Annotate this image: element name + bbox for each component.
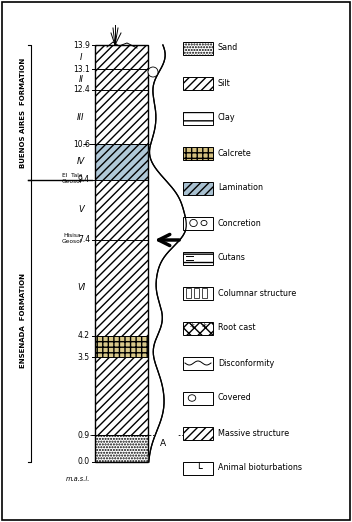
Bar [95, 90, 148, 144]
Text: m.a.s.l.: m.a.s.l. [65, 476, 90, 482]
Bar [183, 252, 213, 265]
Text: 12.4: 12.4 [73, 86, 90, 94]
Text: 13.1: 13.1 [73, 65, 90, 74]
Text: 3.5: 3.5 [78, 352, 90, 362]
Ellipse shape [188, 395, 196, 401]
Text: 10.6: 10.6 [73, 139, 90, 148]
Text: Calcrete: Calcrete [218, 148, 252, 158]
Text: Clay: Clay [218, 113, 235, 123]
Text: V: V [78, 206, 84, 215]
Bar [95, 69, 148, 90]
Text: Covered: Covered [218, 394, 252, 402]
Text: I: I [80, 53, 82, 62]
Text: ENSENADA  FORMATION: ENSENADA FORMATION [20, 274, 26, 369]
Bar [183, 426, 213, 440]
Text: El  Tala
Geosol: El Tala Geosol [62, 173, 82, 184]
Polygon shape [149, 45, 186, 462]
Bar [95, 435, 148, 462]
Bar [183, 322, 213, 335]
Bar [183, 147, 213, 160]
Text: II: II [78, 75, 83, 84]
Text: Root cast: Root cast [218, 324, 256, 333]
Text: Massive structure: Massive structure [218, 429, 289, 437]
Text: *: * [190, 323, 194, 333]
Bar [95, 357, 148, 435]
Bar [194, 288, 199, 298]
Bar [202, 288, 207, 298]
Ellipse shape [201, 220, 207, 226]
Text: 0.9: 0.9 [78, 431, 90, 440]
Text: Lamination: Lamination [218, 184, 263, 193]
Text: Columnar structure: Columnar structure [218, 289, 296, 298]
Text: 4.2: 4.2 [78, 331, 90, 340]
Text: IV: IV [77, 158, 85, 167]
Text: Disconformity: Disconformity [218, 359, 274, 367]
Text: Silt: Silt [218, 78, 231, 88]
Bar [183, 287, 213, 300]
Text: VI: VI [77, 283, 85, 292]
Text: 7.4: 7.4 [78, 235, 90, 244]
Bar [183, 217, 213, 230]
Bar [183, 42, 213, 54]
Bar [183, 182, 213, 195]
Text: A: A [160, 439, 166, 448]
Bar [183, 392, 213, 405]
Bar [95, 240, 148, 336]
Bar [95, 45, 148, 69]
Bar [183, 112, 213, 125]
Bar [95, 180, 148, 240]
Text: Cutans: Cutans [218, 254, 246, 263]
Text: └: └ [195, 464, 201, 474]
Text: III: III [77, 113, 85, 122]
Text: 13.9: 13.9 [73, 41, 90, 50]
Bar [183, 461, 213, 474]
Text: BUENOS AIRES  FORMATION: BUENOS AIRES FORMATION [20, 57, 26, 168]
Bar [95, 336, 148, 357]
Bar [95, 45, 148, 462]
Text: Hisisa
Geosol: Hisisa Geosol [62, 233, 82, 244]
Bar [95, 144, 148, 180]
Bar [183, 77, 213, 89]
Bar [186, 288, 191, 298]
Text: Sand: Sand [218, 43, 238, 53]
Bar [183, 357, 213, 370]
Ellipse shape [190, 219, 197, 227]
Circle shape [148, 67, 158, 77]
Text: Animal bioturbations: Animal bioturbations [218, 464, 302, 472]
Text: *: * [202, 323, 206, 333]
Text: Concretion: Concretion [218, 219, 262, 228]
Text: 9.4: 9.4 [78, 175, 90, 184]
Text: 0.0: 0.0 [78, 457, 90, 467]
